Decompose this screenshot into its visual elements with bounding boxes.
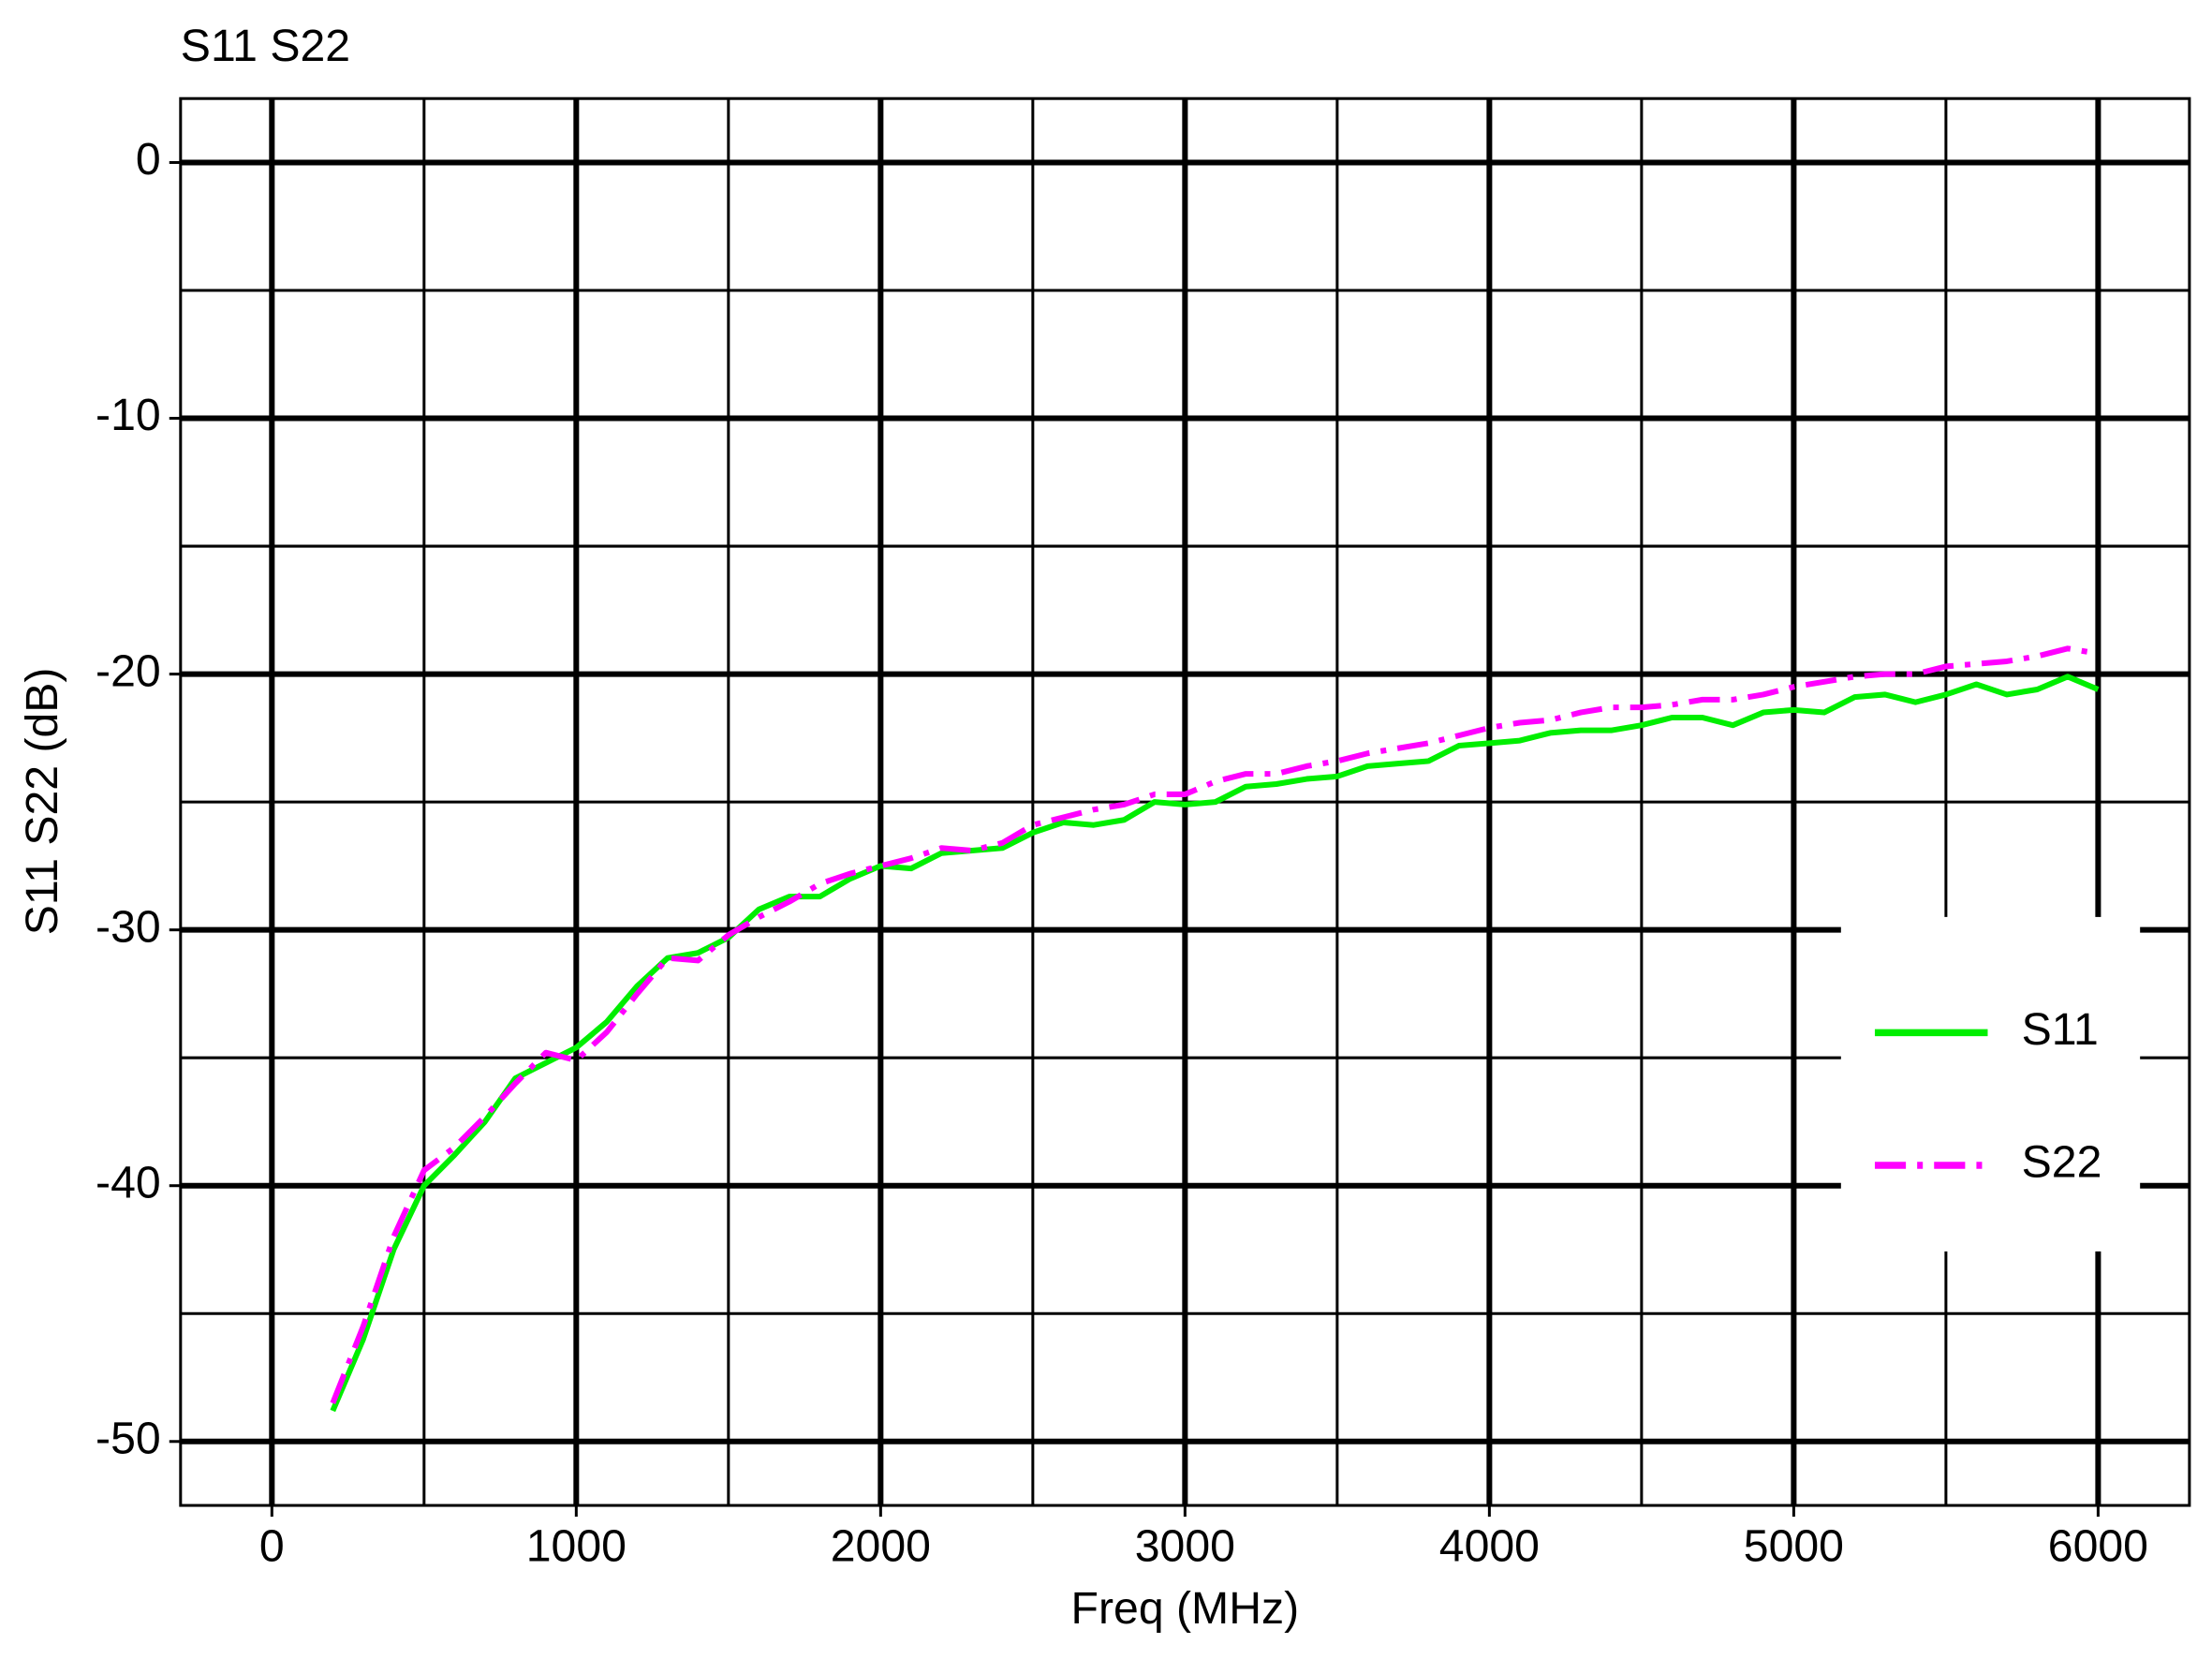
y-axis-label: S11 S22 (dB) bbox=[17, 668, 67, 936]
y-tick-label: -20 bbox=[96, 645, 161, 696]
chart-title: S11 S22 bbox=[181, 21, 350, 71]
x-tick-label: 0 bbox=[259, 1520, 285, 1571]
y-tick-label: -40 bbox=[96, 1157, 161, 1207]
y-tick-label: -30 bbox=[96, 901, 161, 952]
x-tick-label: 6000 bbox=[2048, 1520, 2148, 1571]
x-tick-label: 5000 bbox=[1744, 1520, 1844, 1571]
x-tick-label: 4000 bbox=[1439, 1520, 1540, 1571]
x-tick-label: 2000 bbox=[831, 1520, 931, 1571]
x-axis-label: Freq (MHz) bbox=[1071, 1583, 1300, 1634]
series-line bbox=[330, 674, 2100, 1413]
legend-label: S22 bbox=[2022, 1137, 2102, 1188]
legend-label: S11 bbox=[2022, 1004, 2099, 1055]
x-tick-label: 1000 bbox=[526, 1520, 627, 1571]
y-tick-label: -10 bbox=[96, 390, 161, 440]
x-tick-label: 3000 bbox=[1135, 1520, 1235, 1571]
y-tick-label: -50 bbox=[96, 1414, 161, 1464]
plot-frame bbox=[179, 96, 2191, 1507]
legend-box bbox=[1840, 916, 2141, 1252]
y-tick-label: 0 bbox=[136, 134, 161, 185]
